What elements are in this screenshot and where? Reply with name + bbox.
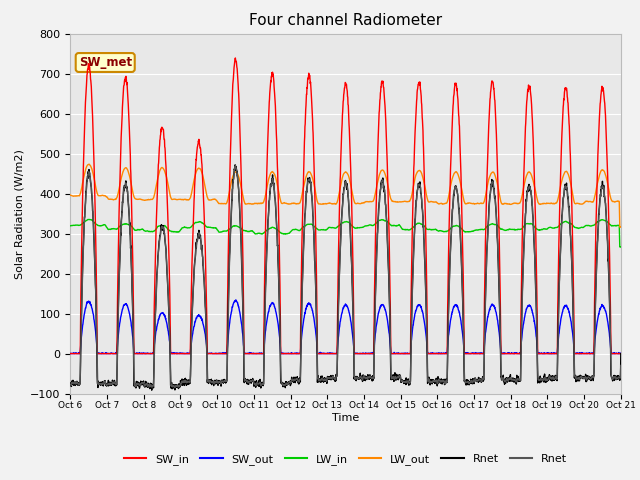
Title: Four channel Radiometer: Four channel Radiometer (249, 13, 442, 28)
Text: SW_met: SW_met (79, 56, 132, 69)
Legend: SW_in, SW_out, LW_in, LW_out, Rnet, Rnet: SW_in, SW_out, LW_in, LW_out, Rnet, Rnet (120, 450, 572, 469)
Y-axis label: Solar Radiation (W/m2): Solar Radiation (W/m2) (15, 149, 25, 278)
X-axis label: Time: Time (332, 413, 359, 423)
